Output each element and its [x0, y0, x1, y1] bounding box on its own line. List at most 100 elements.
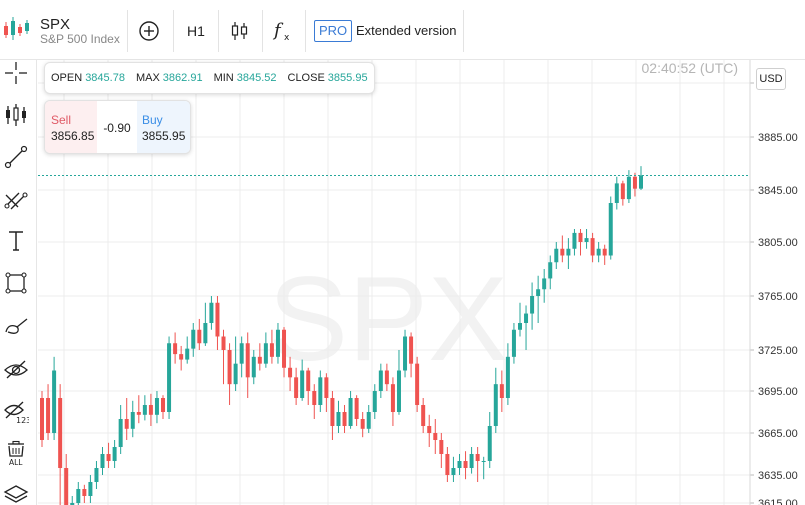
candle-body	[384, 370, 389, 385]
candle-body	[161, 398, 166, 412]
hide-drawings-icon	[4, 360, 28, 379]
brush-tool[interactable]	[3, 312, 29, 338]
text-tool[interactable]	[3, 228, 29, 254]
rectangle-tool[interactable]	[3, 270, 29, 296]
sell-price: 3856.85	[51, 129, 95, 143]
candle-body	[52, 370, 57, 433]
candle-body	[409, 336, 414, 364]
spread-value: -0.90	[103, 121, 131, 135]
min-label: MIN	[213, 72, 234, 84]
candle-body	[457, 461, 462, 468]
fib-tool[interactable]	[3, 186, 29, 212]
candle-body	[263, 343, 268, 364]
candle-body	[572, 232, 577, 249]
y-tick-label: 3805.00	[758, 237, 798, 249]
candle-body	[239, 343, 244, 364]
candle-body	[596, 248, 601, 256]
timeframe-button[interactable]: H1	[187, 23, 205, 39]
candle-body	[566, 248, 571, 256]
candle-body	[112, 447, 117, 461]
y-tick-label: 3845.00	[758, 185, 798, 197]
currency-button[interactable]: USD	[756, 68, 786, 90]
candle-body	[499, 384, 504, 398]
candle-body	[282, 329, 287, 368]
trend-line-tool[interactable]	[3, 144, 29, 170]
pro-badge[interactable]: PRO	[314, 20, 353, 42]
candle-body	[608, 203, 613, 256]
candle-body	[584, 238, 589, 242]
chart-canvas[interactable]: SPX3...3885.003845.003805.003765.003725.…	[38, 60, 805, 505]
indicators-button[interactable]: f x	[270, 16, 296, 46]
toolbar-divider	[173, 10, 174, 52]
candle-body	[439, 440, 444, 454]
server-time: 02:40:52 (UTC)	[641, 60, 738, 76]
hide-count-text: 123	[16, 416, 29, 424]
hide-indicators-tool[interactable]: 123	[3, 398, 29, 424]
candle-body	[203, 323, 208, 344]
drawing-toolbar: 123 ALL	[0, 60, 37, 505]
candle-body	[64, 468, 69, 505]
candle-body	[493, 384, 498, 426]
candle-body	[403, 336, 408, 371]
candle-body	[415, 363, 420, 405]
candle-body	[288, 367, 293, 378]
y-tick-label: 3765.00	[758, 291, 798, 303]
add-symbol-button[interactable]	[136, 16, 162, 46]
text-icon	[9, 231, 23, 251]
candle-body	[82, 489, 87, 496]
extended-version-link[interactable]: Extended version	[356, 23, 457, 38]
candle-body	[330, 398, 335, 426]
function-icon: f x	[272, 20, 290, 43]
layers-icon	[3, 485, 29, 503]
candle-body	[487, 426, 492, 461]
candle-body	[215, 302, 220, 337]
buy-button[interactable]: Buy 3855.95	[137, 101, 190, 153]
candle-body	[124, 419, 129, 429]
candle-body	[100, 454, 105, 468]
ohlc-panel: OPEN 3845.78 MAX 3862.91 MIN 3845.52 CLO…	[44, 62, 375, 94]
candle-body	[548, 262, 553, 279]
symbol-ticker[interactable]: SPX	[40, 16, 71, 33]
trade-panel: Sell 3856.85 -0.90 Buy 3855.95	[44, 100, 191, 154]
candle-body	[433, 433, 438, 440]
buy-price: 3855.95	[142, 129, 186, 143]
toolbar-divider	[127, 10, 128, 52]
candle-body	[578, 232, 583, 242]
bars-tool[interactable]	[3, 102, 29, 128]
sell-button[interactable]: Sell 3856.85	[45, 101, 97, 153]
candle-body	[396, 370, 401, 412]
candle-body	[245, 343, 250, 378]
trend-line-icon	[4, 145, 28, 169]
candles-logo	[4, 17, 29, 40]
symbol-name: S&P 500 Index	[40, 32, 120, 46]
delete-all-tool[interactable]: ALL	[3, 440, 29, 466]
candle-body	[154, 398, 159, 415]
chart-type-button[interactable]	[228, 16, 252, 46]
candle-body	[94, 468, 99, 482]
candle-body	[505, 356, 510, 398]
candle-body	[136, 412, 141, 415]
candle-body	[251, 356, 256, 378]
candle-body	[639, 175, 643, 189]
candle-body	[318, 377, 323, 405]
hide-drawings-tool[interactable]	[3, 356, 29, 382]
candle-body	[451, 468, 456, 475]
candle-body	[191, 329, 196, 349]
candle-body	[372, 391, 377, 412]
close-label: CLOSE	[287, 72, 325, 84]
y-tick-label: 3635.00	[758, 470, 798, 482]
candle-body	[233, 363, 238, 385]
delete-all-icon: ALL	[8, 440, 24, 466]
candle-body	[209, 302, 214, 323]
layers-tool[interactable]	[3, 482, 29, 505]
candle-body	[469, 454, 474, 468]
crosshair-tool[interactable]	[3, 60, 29, 86]
candle-body	[221, 336, 226, 350]
candle-body	[475, 454, 480, 461]
max-label: MAX	[135, 72, 160, 84]
bars-icon	[6, 104, 26, 126]
price-chart[interactable]: SPX3...3885.003845.003805.003765.003725.…	[38, 60, 805, 505]
toolbar-divider	[218, 10, 219, 52]
max-value: 3862.91	[162, 72, 203, 84]
candle-body	[620, 183, 625, 200]
